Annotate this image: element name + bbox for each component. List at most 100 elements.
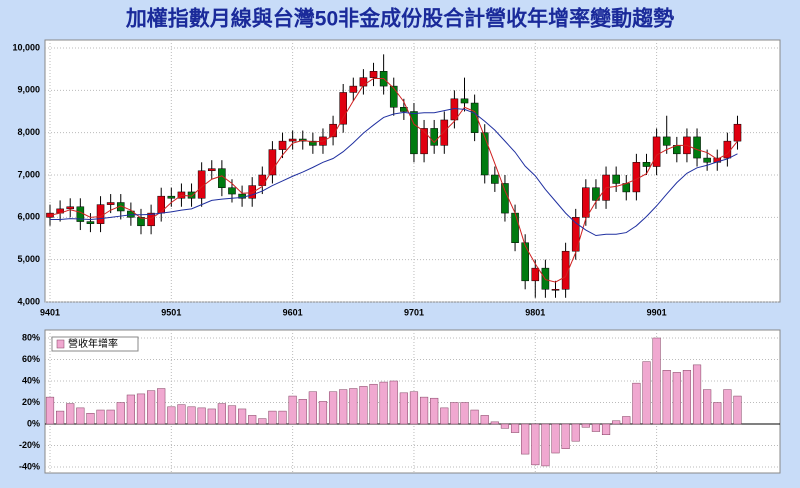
bar [177,404,186,425]
bar [531,423,540,466]
bar [237,408,247,425]
bar [409,391,419,425]
candle-body [228,187,236,195]
candle-body [268,149,277,176]
candle-body [167,195,176,199]
candle-body [632,162,641,193]
y-tick-label: 0% [27,418,40,428]
bar [268,410,277,425]
y-tick-label: 5,000 [17,254,40,264]
bar [207,408,216,425]
bar [248,415,257,425]
bar [66,403,75,425]
y-tick-label: -40% [19,461,40,471]
bar [692,364,702,425]
bar [480,415,489,425]
bar [440,407,449,425]
candle-body [106,202,115,205]
bar [682,370,692,425]
bar [662,370,671,425]
bar [551,423,560,454]
y-tick-label: -20% [19,440,40,450]
candle-body [329,123,337,138]
bar [460,402,469,425]
candle-body [703,157,711,163]
bar [116,402,125,425]
bar [389,380,398,425]
bar [672,372,681,425]
candle-body [470,102,479,133]
bar [399,392,408,425]
bar [622,416,631,425]
candle-body [551,289,560,291]
x-tick-label: 9701 [404,307,424,317]
candle-body [652,136,661,167]
candle-body [662,136,671,146]
bar [339,389,348,425]
candle-body [116,202,125,212]
candle-body [349,85,358,93]
bar [106,409,115,425]
candle-body [592,187,600,201]
bar [359,386,368,425]
bar [217,403,226,425]
bar [733,395,742,425]
candle-body [582,187,590,218]
candle-body [430,128,438,146]
candle-body [86,221,95,224]
candle-body [440,119,449,146]
candle-body [561,250,570,290]
y-tick-label: 4,000 [17,296,40,306]
bar [278,410,287,425]
bar [369,383,378,425]
bar [500,423,510,429]
candle-body [147,212,155,227]
bar [328,391,338,425]
candle-body [389,85,398,108]
y-tick-label: 9,000 [17,85,40,95]
candle-body [612,174,620,184]
bar [197,407,206,425]
y-tick-label: 20% [22,397,40,407]
x-tick-label: 9401 [40,307,60,317]
y-tick-label: 10,000 [12,42,40,52]
candle-body [511,212,519,243]
moving-average-line [50,108,738,237]
bar [642,361,651,425]
candle-body [521,242,529,282]
candle-body [480,132,489,176]
bar [450,402,459,425]
bar [723,389,732,425]
bar [430,397,439,425]
bar [591,423,601,432]
candle-body [410,111,418,155]
candle-body [693,136,701,159]
candle-body [622,183,631,193]
bar [581,423,590,428]
candle-body [420,128,428,155]
y-tick-label: 40% [22,375,40,385]
candle-body [137,217,145,227]
candle-body [278,140,287,150]
candle-body [460,98,469,104]
candle-body [66,206,75,210]
bar [76,407,85,425]
candle-body [531,267,540,282]
bar [521,423,530,455]
bar [288,395,297,425]
candle-body [258,174,267,186]
candle-body [157,195,165,214]
x-tick-label: 9501 [161,307,181,317]
candle-body [46,212,54,218]
bar [308,391,317,425]
price-panel [44,39,781,303]
bar [157,388,166,425]
bar [541,423,550,467]
bar [470,409,479,425]
candle-body [733,123,742,142]
bar [136,393,146,425]
bar [571,423,580,442]
legend-label: 營收年增率 [68,337,118,350]
candle-body [309,140,317,146]
